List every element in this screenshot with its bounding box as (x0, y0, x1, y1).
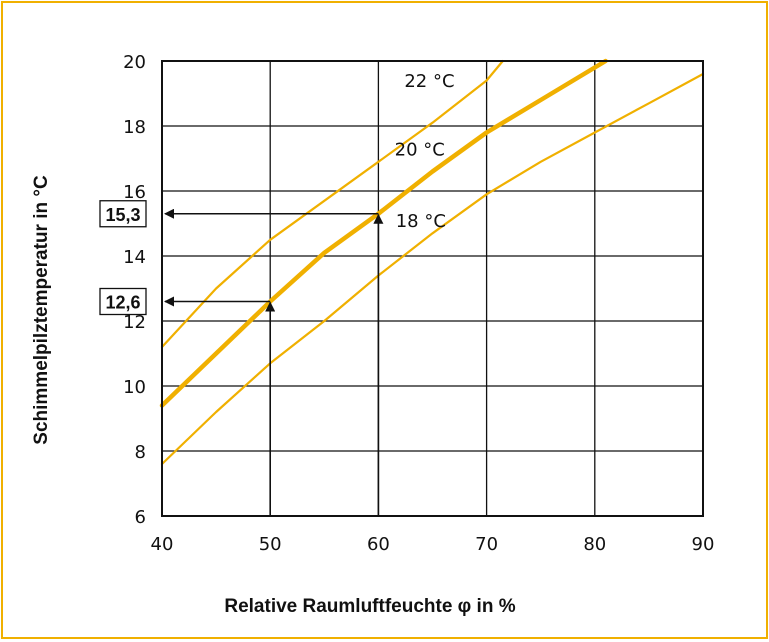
x-tick-label-4: 80 (583, 534, 606, 555)
y-tick-label-2: 10 (123, 377, 146, 398)
series-label-2: 18 °C (396, 211, 446, 232)
y-tick-label-7: 20 (123, 52, 146, 73)
y-tick-label-5: 16 (123, 182, 146, 203)
x-tick-label-2: 60 (367, 534, 390, 555)
y-tick-labels: 6 8 10 12 14 16 18 20 (123, 52, 146, 528)
x-axis-title: Relative Raumluftfeuchte φ in % (224, 596, 515, 617)
y-tick-label-6: 18 (123, 117, 146, 138)
series-labels: 22 °C 20 °C 18 °C (395, 71, 455, 232)
annotation-label-0: 15,3 (105, 205, 140, 225)
x-tick-label-5: 90 (692, 534, 715, 555)
series-line-0 (160, 59, 504, 349)
y-axis-title: Schimmelpilztemperatur in °C (31, 175, 52, 445)
plot-area-border (161, 60, 704, 517)
x-tick-label-1: 50 (259, 534, 282, 555)
x-tick-labels: 40 50 60 70 80 90 (151, 534, 715, 555)
annotation-box-1 (99, 287, 147, 316)
y-tick-label-1: 8 (135, 442, 146, 463)
series-label-1: 20 °C (395, 139, 445, 160)
series-group (159, 58, 705, 466)
series-line-1 (159, 58, 608, 408)
annotation-box-0 (99, 200, 147, 228)
series-line-2 (160, 72, 705, 466)
series-label-0: 22 °C (404, 71, 454, 92)
y-tick-label-0: 6 (135, 507, 146, 528)
y-tick-label-3: 12 (123, 312, 146, 333)
annotation-arrows (164, 208, 384, 516)
annotation-label-1: 12,6 (105, 293, 140, 313)
x-tick-label-3: 70 (475, 534, 498, 555)
y-tick-label-4: 14 (123, 247, 146, 268)
annotation-labels: 15,3 12,6 (99, 200, 147, 316)
x-tick-label-0: 40 (151, 534, 174, 555)
